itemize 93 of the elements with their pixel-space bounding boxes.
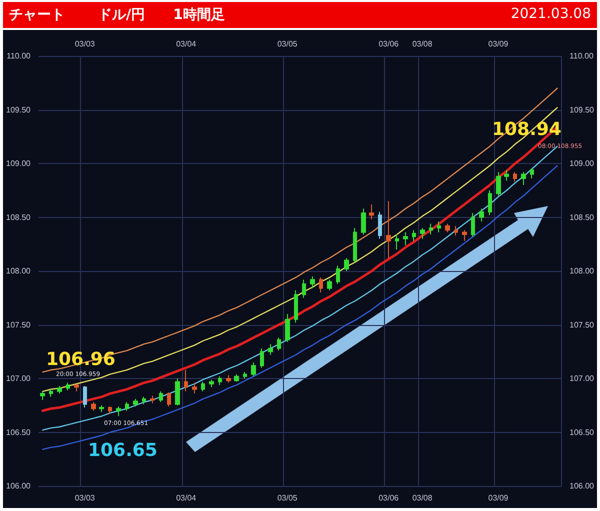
candlestick xyxy=(175,378,180,406)
annotation: 106.65 xyxy=(88,440,158,461)
x-tick-label: 03/08 xyxy=(412,494,433,502)
y2-tick-label: 110.00 xyxy=(570,52,594,60)
candlestick xyxy=(488,190,492,216)
y-tick-label: 106.50 xyxy=(6,428,32,437)
y2-tick-label: 106.50 xyxy=(570,428,595,437)
candlestick xyxy=(454,225,458,236)
candlestick xyxy=(294,290,298,324)
candlestick xyxy=(277,337,281,352)
candlestick xyxy=(83,386,87,408)
candlestick xyxy=(327,279,332,291)
y-tick-label: 106.00 xyxy=(6,482,32,490)
candlestick xyxy=(184,369,188,392)
candlestick xyxy=(40,390,45,400)
x-tick-label: 03/05 xyxy=(277,494,298,502)
candlestick xyxy=(369,204,374,220)
y-tick-label: 108.50 xyxy=(6,212,32,222)
chart-title: チャート xyxy=(9,6,65,24)
candlestick xyxy=(234,374,239,382)
x-tick-label: 03/03 xyxy=(74,494,96,502)
chart-subtitle: ドル/円 1時間足 xyxy=(98,6,225,24)
candlestick xyxy=(226,374,231,384)
candlestick xyxy=(302,279,306,298)
candlestick xyxy=(437,221,441,233)
candlestick xyxy=(504,169,509,182)
candlestick xyxy=(218,376,222,386)
candlestick xyxy=(344,258,349,272)
candlestick xyxy=(251,362,256,377)
candlestick xyxy=(108,406,112,414)
candlestick xyxy=(74,383,79,392)
y2-tick-label: 109.50 xyxy=(570,105,595,114)
candlestick xyxy=(209,379,214,388)
candlestick xyxy=(310,276,315,289)
candlestick xyxy=(386,200,391,259)
candlestick xyxy=(116,406,121,417)
text: 2021.03.08 xyxy=(510,6,591,22)
category-label: 03/03 xyxy=(74,40,95,48)
candlestick xyxy=(403,232,408,246)
y-tick-label: 110.00 xyxy=(6,52,32,60)
category-label: 03/04 xyxy=(176,40,196,48)
candlestick xyxy=(268,344,273,356)
y2-tick-label: 106.00 xyxy=(570,482,595,490)
candlestick xyxy=(471,212,475,238)
y-tick-label: 109.50 xyxy=(6,105,32,114)
candlestick xyxy=(479,208,484,222)
y2-tick-label: 108.50 xyxy=(570,212,595,222)
candlestick xyxy=(361,208,366,235)
y-tick-label: 107.00 xyxy=(6,374,32,383)
x-tick-label: 03/09 xyxy=(488,494,509,502)
candlestick xyxy=(530,168,534,180)
y2-tick-label: 107.00 xyxy=(570,374,595,383)
candlestick xyxy=(395,234,399,250)
candlestick xyxy=(192,382,197,394)
candlestick xyxy=(513,172,517,182)
candlestick xyxy=(412,230,416,242)
candlestick xyxy=(167,392,171,407)
candlestick xyxy=(496,172,501,196)
x-tick-label: 03/04 xyxy=(176,494,197,502)
candlestick xyxy=(353,228,357,263)
x-tick-label: 03/06 xyxy=(378,494,400,502)
candlestick xyxy=(462,230,467,242)
candlestick xyxy=(445,223,450,233)
category-label: 03/09 xyxy=(488,40,508,48)
candlestick xyxy=(91,402,96,412)
candlestick xyxy=(66,382,70,391)
candlestick xyxy=(336,265,340,284)
candlestick xyxy=(159,390,163,403)
candlestick xyxy=(49,388,53,398)
candlestick xyxy=(142,396,146,405)
candlestick xyxy=(319,276,323,293)
y2-tick-label: 107.50 xyxy=(570,320,595,330)
y-tick-label: 109.00 xyxy=(6,159,32,168)
y-tick-label: 108.00 xyxy=(6,266,32,276)
candlestick xyxy=(429,223,433,235)
y-tick-label: 107.50 xyxy=(6,320,32,330)
y2-tick-label: 109.00 xyxy=(570,159,595,168)
candlestick xyxy=(243,372,247,379)
candlestick xyxy=(201,381,205,392)
category-label: 03/05 xyxy=(277,40,298,48)
category-label: 03/06 xyxy=(378,40,399,48)
candlestick xyxy=(420,228,425,240)
candlestick xyxy=(150,395,155,404)
candlestick xyxy=(521,172,526,186)
candlestick xyxy=(285,314,290,342)
y2-tick-label: 108.00 xyxy=(570,266,595,276)
candlestick xyxy=(378,211,382,240)
candlestick xyxy=(125,402,129,412)
candlestick xyxy=(57,386,62,394)
category-label: 03/08 xyxy=(412,40,432,48)
candlestick xyxy=(133,398,138,407)
candlestick xyxy=(99,404,104,412)
candlestick xyxy=(260,348,264,368)
